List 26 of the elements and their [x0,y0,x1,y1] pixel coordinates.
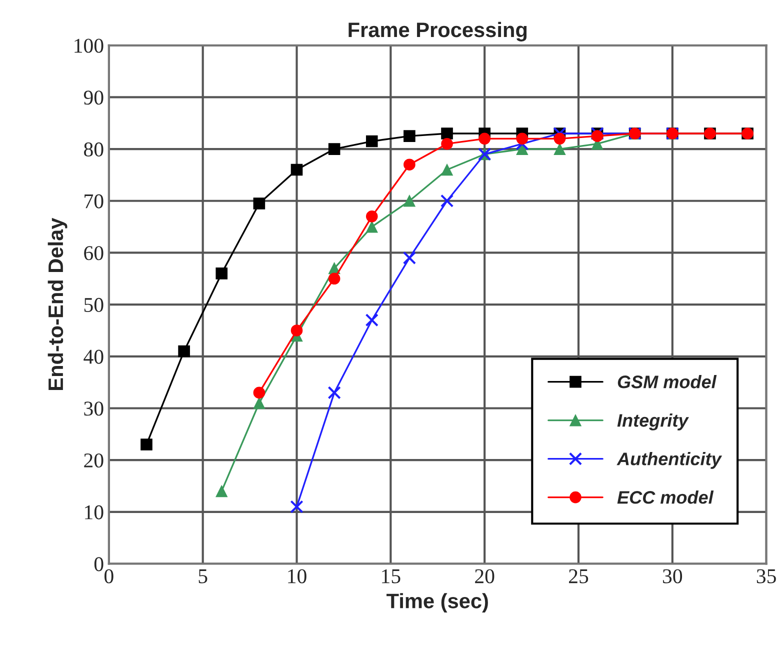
legend-label: ECC model [617,490,714,504]
x-tick-label: 10 [288,569,306,584]
y-tick-label: 60 [84,246,104,260]
y-axis-title: End-to-End Delay [48,218,68,390]
y-tick-label: 90 [84,90,104,105]
x-tick-label: 20 [475,569,494,584]
y-tick-label: 10 [85,505,104,520]
x-axis-title: Time (sec) [386,593,488,612]
y-tick-label: 20 [84,453,104,468]
y-tick-label: 40 [84,350,104,364]
y-tick-label: 100 [74,38,104,53]
y-tick-label: 50 [84,298,104,312]
y-tick-label: 80 [84,142,104,156]
legend-label: Integrity [617,414,689,430]
legend-label: GSM model [618,375,717,388]
y-tick-label: 70 [84,194,104,208]
x-tick-label: 25 [568,569,588,584]
x-tick-label: 0 [104,569,114,584]
y-tick-label: 30 [84,402,104,416]
chart-title: Frame Processing [348,22,527,42]
x-tick-label: 35 [756,569,776,584]
legend-label: Authenticity [616,452,722,469]
x-tick-label: 5 [198,569,208,584]
x-tick-label: 30 [662,569,682,584]
y-tick-label: 0 [94,557,104,572]
x-tick-label: 15 [382,569,400,584]
